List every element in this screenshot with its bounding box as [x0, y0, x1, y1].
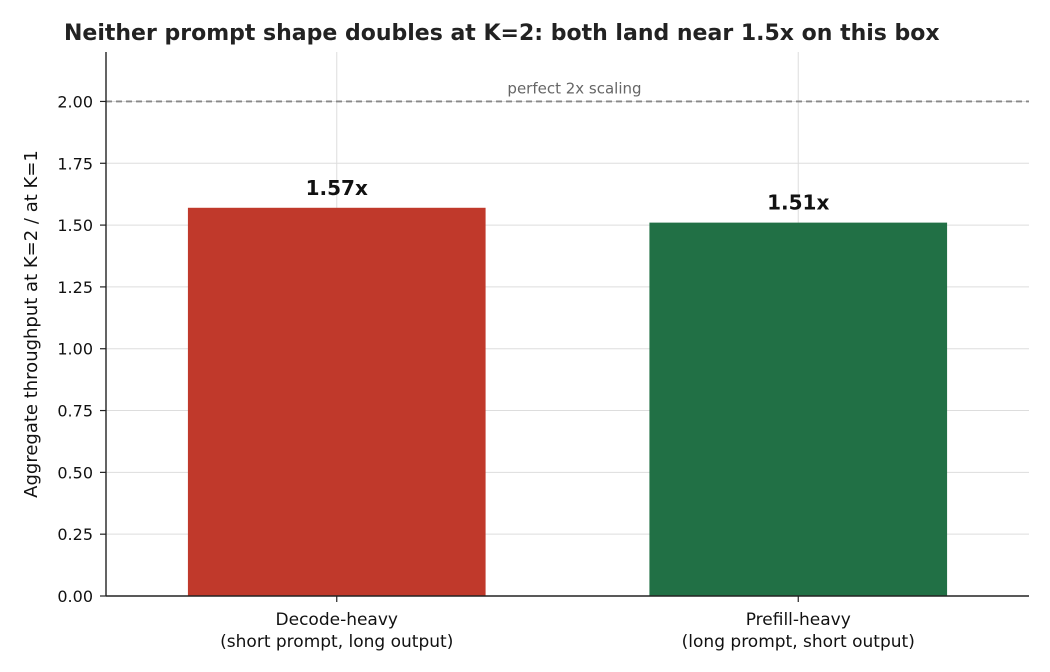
- bar: [187, 207, 486, 597]
- y-tick-label: 1.25: [57, 278, 93, 297]
- bar-value-label: 1.51x: [767, 191, 829, 215]
- y-tick-label: 1.00: [57, 340, 93, 359]
- bar: [649, 222, 948, 597]
- labels-layer: 0.00 0.25 0.50 0.75 1.00 1.25 1.50 1.75 2.00 1.57…: [57, 92, 914, 652]
- y-tick-label: 0.25: [57, 525, 93, 544]
- axes-layer: [100, 52, 1029, 602]
- x-tick-label: Prefill-heavy: [746, 610, 851, 630]
- reference-line-label: perfect 2x scaling: [507, 79, 641, 97]
- bars-layer: [187, 207, 948, 597]
- x-tick-label: (short prompt, long output): [220, 632, 453, 652]
- y-axis-label: Aggregate throughput at K=2 / at K=1: [21, 150, 42, 498]
- y-tick-label: 1.75: [57, 154, 93, 173]
- x-tick-label: Decode-heavy: [276, 610, 398, 630]
- y-tick-label: 1.50: [57, 216, 93, 235]
- reference-layer: perfect 2x scaling: [106, 79, 1029, 103]
- y-tick-label: 0.00: [57, 587, 93, 606]
- chart-title: Neither prompt shape doubles at K=2: bot…: [64, 21, 940, 46]
- y-tick-label: 0.50: [57, 463, 93, 482]
- y-tick-label: 0.75: [57, 402, 93, 421]
- y-tick-label: 2.00: [57, 92, 93, 111]
- x-tick-label: (long prompt, short output): [682, 632, 915, 652]
- bar-value-label: 1.57x: [306, 176, 368, 200]
